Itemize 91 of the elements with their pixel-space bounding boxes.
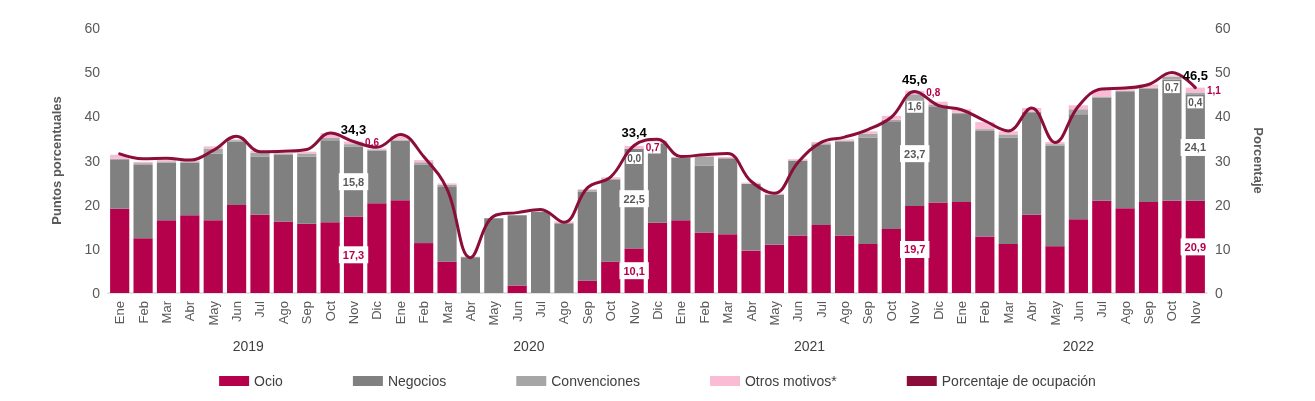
x-tick-label: Ago	[556, 301, 572, 325]
y-tick-label: 50	[84, 64, 101, 81]
x-tick-label: Mar	[158, 300, 174, 324]
data-label: 0,7	[645, 141, 661, 153]
x-tick-label: Abr	[1024, 300, 1040, 322]
text: 2019	[232, 338, 265, 354]
x-tick-label: Jun	[1070, 301, 1086, 322]
y2-tick-label: 40	[1215, 108, 1231, 125]
y2-tick-label: 50	[1215, 64, 1231, 81]
x-tick-label: Dic	[369, 300, 385, 320]
text: 2022	[1062, 338, 1095, 354]
data-label: 17,3	[342, 248, 365, 261]
x-tick-label: Ago	[837, 301, 853, 325]
text: 2020	[513, 338, 545, 354]
x-tick-label: May	[205, 300, 221, 326]
data-label: 0,0	[627, 152, 642, 164]
y2-tick-label: 30	[1215, 152, 1231, 169]
y2-tick-label: 20	[1215, 196, 1231, 213]
data-label: 0,7	[1164, 81, 1180, 93]
x-tick-label: Mar	[1000, 300, 1016, 324]
legend-label: Otros motivos*	[744, 373, 838, 389]
y-tick-label: 0	[92, 285, 101, 301]
x-tick-label: Ene	[112, 301, 128, 325]
y-tick-label: 60	[84, 20, 101, 36]
x-tick-label: Dic	[650, 300, 665, 320]
data-label: 0,4	[1188, 96, 1203, 108]
x-tick-label: Nov	[1187, 300, 1203, 325]
x-tick-label: Abr	[182, 300, 198, 322]
x-tick-label: Mar	[439, 300, 455, 324]
y-tick-label: 10	[84, 240, 101, 257]
x-tick-label: Nov	[346, 300, 362, 325]
x-tick-label: Sep	[1141, 301, 1157, 325]
x-tick-label: May	[1047, 300, 1063, 326]
x-tick-label: May	[486, 300, 502, 326]
data-label: 10,1	[623, 264, 645, 277]
data-label: 1,6	[907, 101, 923, 113]
data-label: 22,5	[623, 192, 645, 205]
legend-label: Negocios	[387, 373, 447, 389]
legend-label: Porcentaje de ocupación	[941, 373, 1096, 389]
x-tick-label: May	[766, 300, 782, 326]
data-label: 33,4	[621, 125, 648, 141]
y-tick-label: 20	[84, 196, 101, 213]
x-tick-label: Feb	[416, 301, 432, 324]
legend-label: Convenciones	[551, 373, 640, 389]
data-label: 24,1	[1184, 141, 1207, 154]
x-tick-label: Jun	[229, 301, 245, 322]
data-label: 23,7	[904, 147, 926, 160]
x-tick-label: Oct	[603, 300, 619, 322]
x-tick-label: Abr	[462, 300, 478, 322]
legend-label: Ocio	[254, 373, 284, 389]
x-tick-label: Ene	[673, 301, 689, 325]
data-label: 34,3	[340, 121, 367, 137]
x-tick-label: Jun	[509, 301, 525, 322]
x-tick-label: Oct	[1164, 300, 1180, 322]
y-tick-label: 30	[84, 152, 101, 169]
y2-tick-label: 10	[1215, 240, 1231, 257]
x-tick-label: Dic	[930, 300, 946, 320]
x-tick-label: Mar	[720, 300, 736, 324]
x-tick-label: Feb	[696, 301, 712, 324]
x-tick-label: Ene	[953, 301, 969, 325]
data-label: 45,6	[902, 71, 928, 87]
x-tick-label: Sep	[860, 301, 876, 325]
x-tick-label: Feb	[977, 301, 993, 324]
x-tick-label: Jun	[790, 301, 806, 322]
x-tick-label: Ago	[275, 301, 291, 325]
x-tick-label: Jul	[813, 300, 829, 318]
data-label: 19,7	[904, 243, 926, 256]
x-tick-label: Jul	[533, 300, 549, 318]
y-tick-label: 40	[84, 108, 101, 125]
data-label: 0,8	[926, 86, 941, 98]
data-label: 15,8	[342, 175, 365, 188]
x-tick-label: Abr	[743, 300, 759, 322]
x-tick-label: Oct	[322, 300, 338, 322]
y2-tick-label: 60	[1215, 20, 1231, 36]
x-tick-label: Nov	[907, 300, 923, 325]
x-tick-label: Sep	[299, 301, 315, 325]
x-tick-label: Ene	[392, 301, 408, 325]
y2-axis-title: Porcentaje	[1251, 127, 1266, 194]
x-tick-label: Jul	[1094, 300, 1110, 318]
x-tick-label: Feb	[135, 301, 151, 324]
x-tick-label: Ago	[1117, 301, 1133, 325]
y-axis-title: Puntos porcentuales	[49, 96, 64, 225]
data-label: 1,1	[1206, 84, 1222, 96]
data-label: 46,5	[1182, 67, 1208, 83]
y2-tick-label: 0	[1215, 285, 1223, 301]
x-tick-label: Sep	[579, 301, 595, 325]
x-tick-label: Oct	[883, 300, 899, 322]
x-tick-label: Nov	[626, 300, 642, 325]
x-tick-label: Jul	[252, 300, 268, 318]
text: 2021	[793, 338, 826, 354]
data-label: 20,9	[1184, 240, 1207, 253]
